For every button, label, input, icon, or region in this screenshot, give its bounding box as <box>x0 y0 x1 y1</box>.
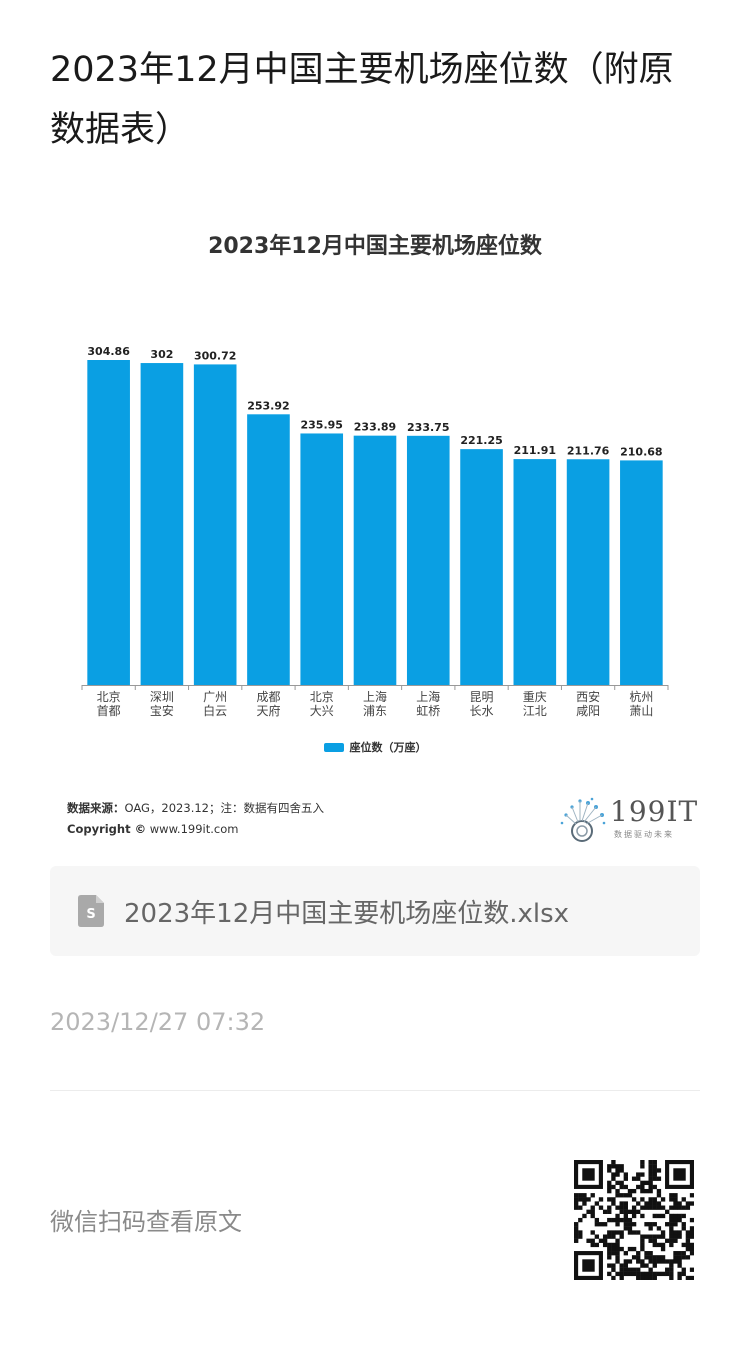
source-label: 数据来源： <box>67 801 125 815</box>
bar <box>460 449 503 685</box>
x-tick-label: 虹桥 <box>416 704 440 718</box>
bar-value-label: 235.95 <box>301 418 343 431</box>
logo-subtitle: 数据驱动未来 <box>614 830 674 839</box>
bar-value-label: 300.72 <box>194 349 236 362</box>
bar-value-label: 302 <box>150 348 173 361</box>
bar <box>513 459 557 685</box>
x-tick-label: 浦东 <box>363 704 387 718</box>
x-tick-label: 大兴 <box>310 704 334 718</box>
x-tick-label: 成都 <box>256 690 280 704</box>
bar-value-label: 221.25 <box>460 434 502 447</box>
divider <box>50 1090 700 1091</box>
bar <box>247 414 290 685</box>
x-tick-label: 首都 <box>97 704 121 718</box>
attachment-card[interactable]: S 2023年12月中国主要机场座位数.xlsx <box>50 866 700 956</box>
x-tick-label: 西安 <box>576 689 600 704</box>
bar-value-label: 233.89 <box>354 421 396 434</box>
legend-label: 座位数（万座） <box>349 741 427 754</box>
bar <box>140 363 184 685</box>
bar-value-label: 211.76 <box>567 444 610 457</box>
source-text: OAG，2023.12；注：数据有四舍五入 <box>124 801 324 815</box>
bar <box>566 459 610 685</box>
x-tick-label: 杭州 <box>629 689 653 704</box>
x-tick-label: 北京 <box>310 690 334 704</box>
x-tick-label: 深圳 <box>150 690 174 704</box>
publish-timestamp: 2023/12/27 07:32 <box>50 1008 266 1036</box>
qr-code-icon[interactable] <box>574 1160 694 1280</box>
logo-mark-icon <box>560 797 606 842</box>
x-tick-label: 天府 <box>256 703 280 718</box>
copyright: Copyright © www.199it.com <box>67 822 238 836</box>
x-tick-label: 白云 <box>203 703 227 718</box>
x-tick-label: 北京 <box>97 690 121 704</box>
copyright-text: www.199it.com <box>146 822 239 836</box>
x-tick-label: 上海 <box>363 689 387 704</box>
x-tick-label: 昆明 <box>470 690 494 704</box>
bar <box>353 435 397 685</box>
x-tick-label: 重庆 <box>523 690 547 704</box>
x-tick-label: 咸阳 <box>576 704 600 718</box>
svg-text:S: S <box>86 907 95 922</box>
x-tick-label: 江北 <box>523 704 547 718</box>
spreadsheet-file-icon: S <box>78 895 104 927</box>
bar-value-label: 304.86 <box>87 345 130 358</box>
x-tick-label: 上海 <box>416 689 440 704</box>
attachment-file-name: 2023年12月中国主要机场座位数.xlsx <box>124 898 570 929</box>
bar-value-label: 210.68 <box>620 445 662 458</box>
qr-caption: 微信扫码查看原文 <box>50 1208 242 1236</box>
bar-value-label: 253.92 <box>247 399 289 412</box>
199it-logo: 199IT 数据驱动未来 <box>558 795 698 845</box>
bar-value-label: 233.75 <box>407 421 449 434</box>
bar <box>406 435 450 685</box>
bar-value-label: 211.91 <box>514 444 556 457</box>
data-source: 数据来源：OAG，2023.12；注：数据有四舍五入 <box>67 800 324 816</box>
copyright-label: Copyright © <box>67 822 147 836</box>
x-tick-label: 萧山 <box>629 704 653 718</box>
bar <box>300 433 344 685</box>
x-tick-label: 长水 <box>470 704 494 718</box>
legend-swatch <box>323 742 344 752</box>
bar <box>193 364 237 685</box>
bar-chart: 304.86北京首都302深圳宝安300.72广州白云253.92成都天府235… <box>81 345 669 718</box>
page-title: 2023年12月中国主要机场座位数（附原数据表） <box>50 50 674 150</box>
x-tick-label: 广州 <box>203 690 227 704</box>
x-tick-label: 宝安 <box>150 703 174 718</box>
logo-text: 199IT <box>610 795 699 828</box>
bar <box>620 460 663 685</box>
bar <box>87 360 130 685</box>
chart-legend: 座位数（万座） <box>0 739 750 755</box>
chart-title: 2023年12月中国主要机场座位数 <box>208 234 542 259</box>
